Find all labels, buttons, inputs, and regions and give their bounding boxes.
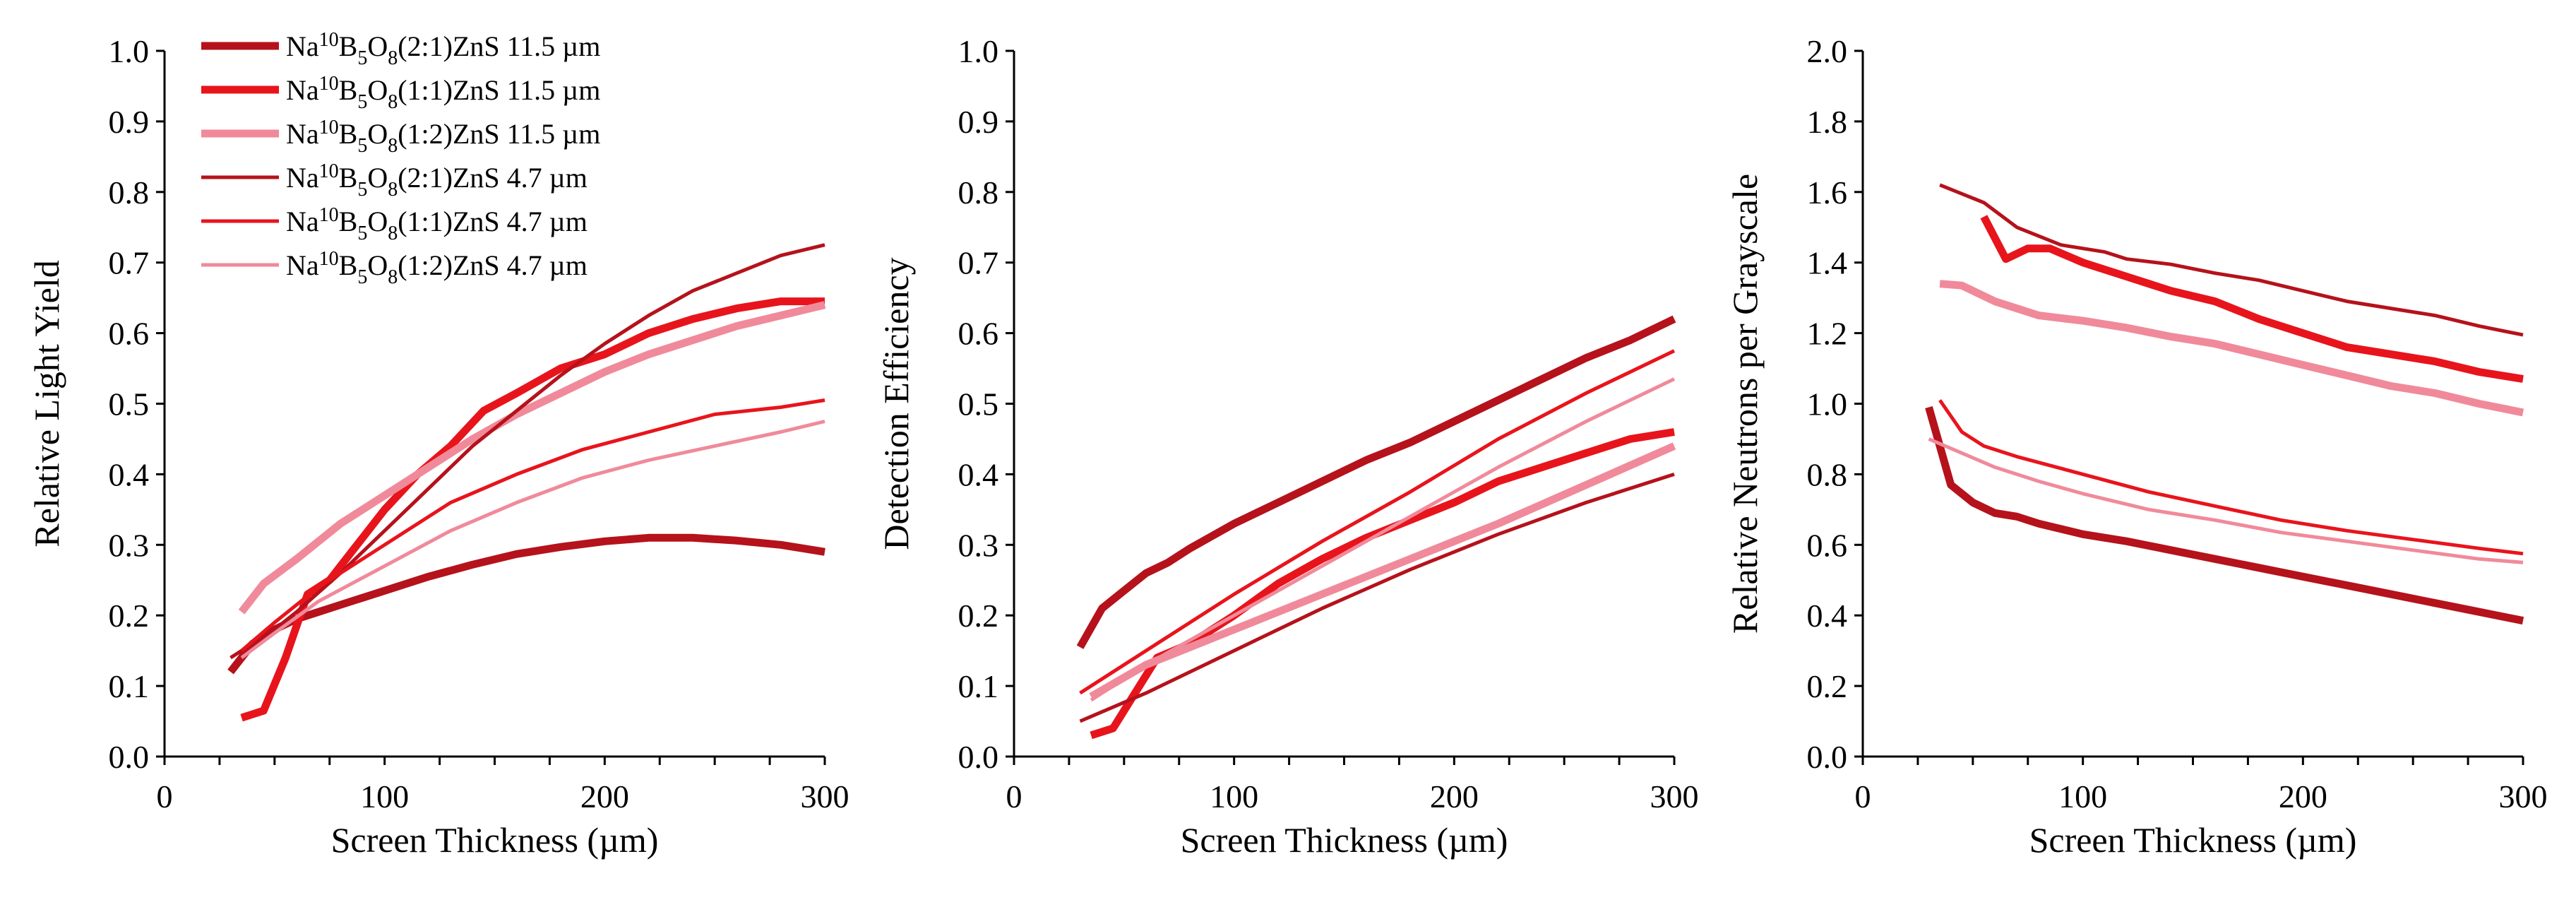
y-tick-label: 0.2 [1807,668,1848,704]
series-line-6 [1090,377,1676,702]
series-line-1 [227,533,825,675]
series-line-2 [1090,428,1675,740]
y-tick-label: 0.0 [958,739,999,775]
y-tick-label: 0.6 [958,316,999,352]
series-line-1 [1076,315,1676,649]
x-axis-title: Screen Thickness (µm) [2029,820,2357,860]
x-tick-label: 100 [360,778,409,814]
y-tick-label: 0.9 [109,104,150,140]
y-tick-label: 0.2 [109,598,150,634]
x-tick-label: 0 [157,778,173,814]
y-tick-label: 0.7 [109,245,150,281]
series-line-4 [1079,473,1675,723]
y-tick-label: 0.4 [109,456,150,492]
series-line-3 [238,301,826,615]
y-axis-title: Detection Efficiency [876,257,916,550]
series-line-5 [240,398,825,653]
series-line-3 [1089,442,1676,700]
series-line-2 [240,297,825,722]
y-axis-title: Relative Neutrons per Grayscale [1725,174,1765,634]
legend-entry-label: Na10B5O8(1:2)ZnS 4.7 µm [286,248,588,288]
legend-entry-label: Na10B5O8(2:1)ZnS 11.5 µm [286,29,600,69]
y-tick-label: 1.6 [1807,174,1848,211]
chart-panel-1: 0.0 0.1 0.2 0.3 0.4 0.5 0.6 0.7 0.8 0.9 1.0 0 100 200… [27,29,849,860]
y-tick-label: 0.7 [958,245,999,281]
series-line-4 [229,243,825,660]
y-tick-label: 0.0 [1807,739,1848,775]
y-tick-label: 0.4 [1807,598,1848,634]
series-line-4 [1939,183,2524,337]
y-tick-label: 1.2 [1807,316,1848,352]
y-tick-label: 1.0 [109,33,150,69]
y-tick-label: 0.6 [1807,527,1848,563]
x-axis-title: Screen Thickness (µm) [1181,820,1508,860]
y-tick-label: 0.6 [109,316,150,352]
y-tick-label: 0.3 [958,527,999,563]
y-tick-label: 0.8 [958,174,999,211]
legend: Na10B5O8(2:1)ZnS 11.5 µmNa10B5O8(1:1)ZnS… [201,29,600,288]
x-tick-label: 200 [1430,778,1479,814]
x-tick-label: 100 [2058,778,2107,814]
x-tick-label: 300 [801,778,849,814]
chart-panel-2: 0.0 0.1 0.2 0.3 0.4 0.5 0.6 0.7 0.8 0.9 1.0 0 100 200… [876,33,1699,860]
series-line-6 [240,420,825,660]
y-tick-label: 0.8 [1807,456,1848,492]
y-tick-label: 0.1 [958,668,999,704]
series-line-5 [1079,349,1676,695]
legend-entry-label: Na10B5O8(1:1)ZnS 4.7 µm [286,204,588,244]
series-line-1 [1925,405,2524,625]
y-tick-label: 1.0 [958,33,999,69]
y-tick-label: 0.4 [958,456,999,492]
legend-entry-label: Na10B5O8(1:2)ZnS 11.5 µm [286,117,600,157]
x-axis-title: Screen Thickness (µm) [331,820,659,860]
y-tick-label: 0.1 [109,668,150,704]
series-line-6 [1928,437,2524,564]
y-tick-label: 0.8 [109,174,150,211]
y-tick-label: 0.3 [109,527,150,563]
series-line-3 [1939,280,2524,417]
y-tick-label: 0.5 [958,386,999,422]
x-tick-label: 200 [580,778,629,814]
x-tick-label: 100 [1210,778,1258,814]
series-line-2 [1980,215,2524,383]
y-tick-label: 1.0 [1807,386,1848,422]
y-tick-label: 2.0 [1807,33,1848,69]
series-line-5 [1938,399,2524,556]
y-tick-label: 0.9 [958,104,999,140]
x-tick-label: 300 [1650,778,1699,814]
y-tick-label: 1.4 [1807,245,1848,281]
y-tick-label: 0.5 [109,386,150,422]
legend-entry-label: Na10B5O8(1:1)ZnS 11.5 µm [286,73,600,113]
y-tick-label: 1.8 [1807,104,1848,140]
x-tick-label: 0 [1006,778,1022,814]
y-tick-label: 0.0 [109,739,150,775]
x-tick-label: 300 [2499,778,2548,814]
y-axis-title: Relative Light Yield [27,260,66,547]
y-tick-label: 0.2 [958,598,999,634]
x-tick-label: 0 [1855,778,1871,814]
legend-entry-label: Na10B5O8(2:1)ZnS 4.7 µm [286,160,588,201]
chart-panel-3: 0.0 0.2 0.4 0.6 0.8 1.0 1.2 1.4 1.6 1.8 2.0 0 100 200… [1725,33,2548,860]
x-tick-label: 200 [2279,778,2327,814]
